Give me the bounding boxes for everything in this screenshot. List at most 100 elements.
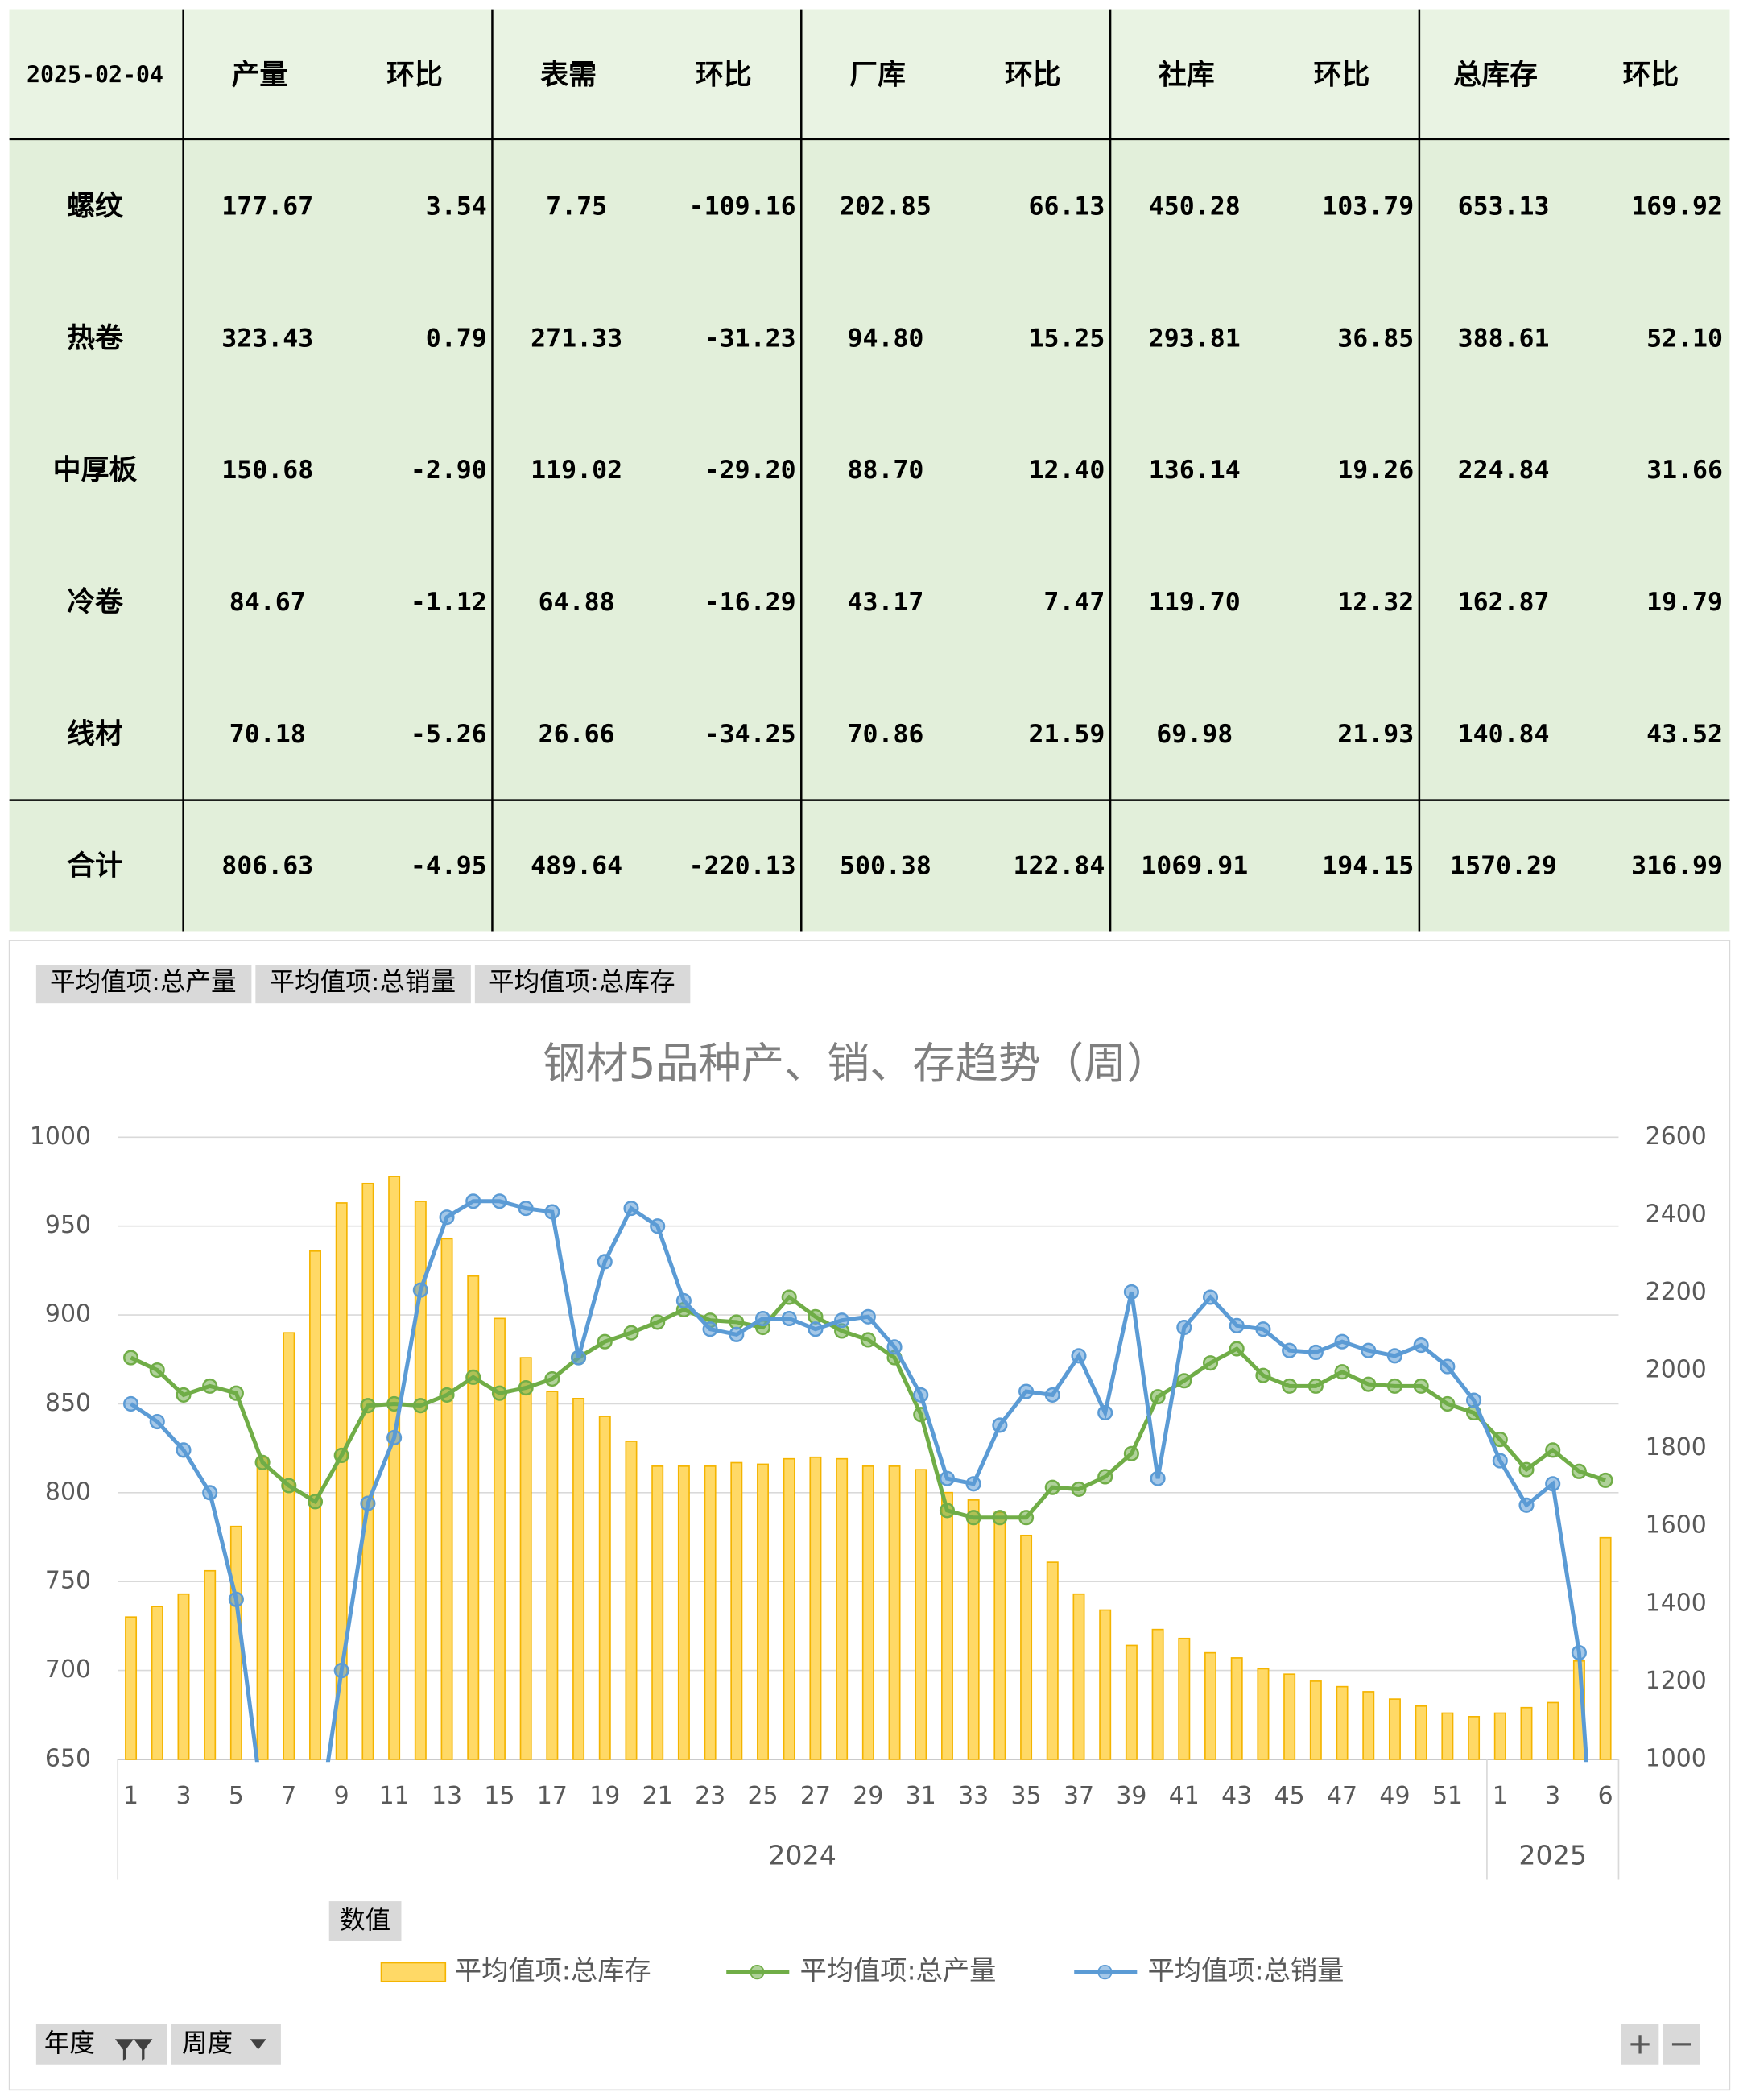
x-tick-label: 3 — [176, 1782, 191, 1810]
marker — [1202, 1289, 1219, 1305]
legend-marker — [750, 1964, 765, 1980]
bar — [414, 1201, 427, 1760]
bar — [1468, 1715, 1481, 1760]
marker — [1282, 1378, 1298, 1394]
marker — [1361, 1342, 1377, 1358]
x-tick-label: 3 — [1545, 1782, 1560, 1810]
field-button[interactable]: 平均值项:总销量 — [270, 968, 456, 997]
bar — [388, 1176, 401, 1760]
bar — [1020, 1534, 1033, 1760]
dropdown-icon — [250, 2039, 266, 2050]
table-lines — [9, 9, 1730, 932]
bar — [1415, 1705, 1427, 1760]
bar — [704, 1465, 717, 1760]
marker — [228, 1591, 244, 1607]
marker — [544, 1204, 560, 1220]
marker — [597, 1254, 613, 1270]
change-cell: 31.66 — [1646, 456, 1723, 485]
y2-tick-label: 1400 — [1646, 1589, 1707, 1617]
x-tick-label: 45 — [1274, 1782, 1305, 1810]
value-cell: 119.02 — [531, 456, 622, 485]
marker — [1255, 1367, 1271, 1383]
row-name: 螺纹 — [67, 191, 124, 223]
x-tick-label: 5 — [229, 1782, 244, 1810]
field-button[interactable]: 平均值项:总产量 — [50, 968, 236, 997]
marker — [518, 1201, 534, 1217]
change-cell: 0.79 — [426, 324, 487, 353]
marker — [1413, 1337, 1429, 1354]
change-cell: 52.10 — [1646, 324, 1723, 353]
value-cell: 1069.91 — [1141, 852, 1248, 881]
marker — [808, 1321, 824, 1337]
table-bg — [9, 9, 1730, 932]
value-cell: 84.67 — [229, 588, 306, 617]
value-cell: 162.87 — [1458, 588, 1550, 617]
bar — [1441, 1712, 1454, 1760]
marker — [439, 1387, 455, 1403]
x-tick-label: 43 — [1221, 1782, 1252, 1810]
legend-label: 平均值项:总销量 — [1148, 1955, 1345, 1986]
marker — [1386, 1378, 1403, 1394]
marker — [202, 1485, 218, 1501]
field-button[interactable]: 平均值项:总库存 — [489, 968, 675, 997]
filter-button[interactable]: 年度 — [44, 2029, 95, 2058]
row-name: 合计 — [67, 850, 123, 883]
bar — [256, 1456, 269, 1760]
filter-button[interactable]: 周度 — [182, 2029, 233, 2058]
x-tick-label: 9 — [334, 1782, 349, 1810]
marker — [913, 1387, 929, 1403]
value-cell: 136.14 — [1149, 456, 1241, 485]
marker — [176, 1387, 192, 1403]
marker — [1150, 1389, 1166, 1405]
values-button[interactable]: 数值 — [340, 1906, 390, 1935]
bar — [836, 1457, 849, 1760]
bar — [677, 1465, 690, 1760]
bar — [967, 1499, 980, 1760]
bar — [151, 1606, 163, 1760]
x-tick-label: 31 — [906, 1782, 936, 1810]
marker — [1071, 1348, 1087, 1364]
value-cell: 500.38 — [840, 852, 931, 881]
column-header: 产量 — [231, 60, 287, 92]
change-cell: 3.54 — [426, 192, 487, 221]
y-tick-label: 900 — [45, 1300, 91, 1329]
row-name: 线材 — [67, 718, 123, 750]
change-cell: 19.79 — [1646, 588, 1723, 617]
bar — [335, 1202, 348, 1760]
x-tick-label: 17 — [537, 1782, 568, 1810]
field-button-bg — [474, 964, 691, 1004]
marker — [1307, 1378, 1324, 1394]
bar — [1178, 1637, 1191, 1760]
value-cell: 489.64 — [531, 852, 622, 881]
y-tick-label: 1000 — [30, 1122, 91, 1151]
marker — [1097, 1404, 1113, 1421]
marker — [754, 1310, 771, 1327]
value-cell: 323.43 — [221, 324, 313, 353]
bar — [888, 1465, 901, 1760]
marker — [176, 1442, 192, 1458]
x-tick-label: 33 — [958, 1782, 989, 1810]
value-cell: 94.80 — [847, 324, 923, 353]
change-cell: 12.40 — [1028, 456, 1105, 485]
marker — [729, 1314, 745, 1330]
marker — [281, 1478, 297, 1494]
marker — [808, 1308, 824, 1325]
change-cell: 122.84 — [1013, 852, 1105, 881]
y2-tick-label: 1800 — [1646, 1433, 1707, 1461]
bar — [730, 1461, 743, 1760]
change-cell: 194.15 — [1322, 852, 1414, 881]
marker — [1545, 1442, 1561, 1458]
marker — [333, 1447, 349, 1464]
legend-swatch — [380, 1962, 447, 1982]
x-tick-label: 35 — [1011, 1782, 1042, 1810]
bar — [1151, 1628, 1164, 1760]
marker — [228, 1385, 244, 1401]
change-cell: -4.95 — [411, 852, 487, 881]
marker — [149, 1362, 165, 1379]
marker — [1440, 1358, 1456, 1375]
change-cell: 103.79 — [1322, 192, 1414, 221]
x-tick-label: 47 — [1327, 1782, 1357, 1810]
change-cell: 21.59 — [1028, 720, 1105, 749]
y2-tick-label: 2400 — [1646, 1200, 1707, 1228]
row-name: 中厚板 — [53, 454, 138, 486]
